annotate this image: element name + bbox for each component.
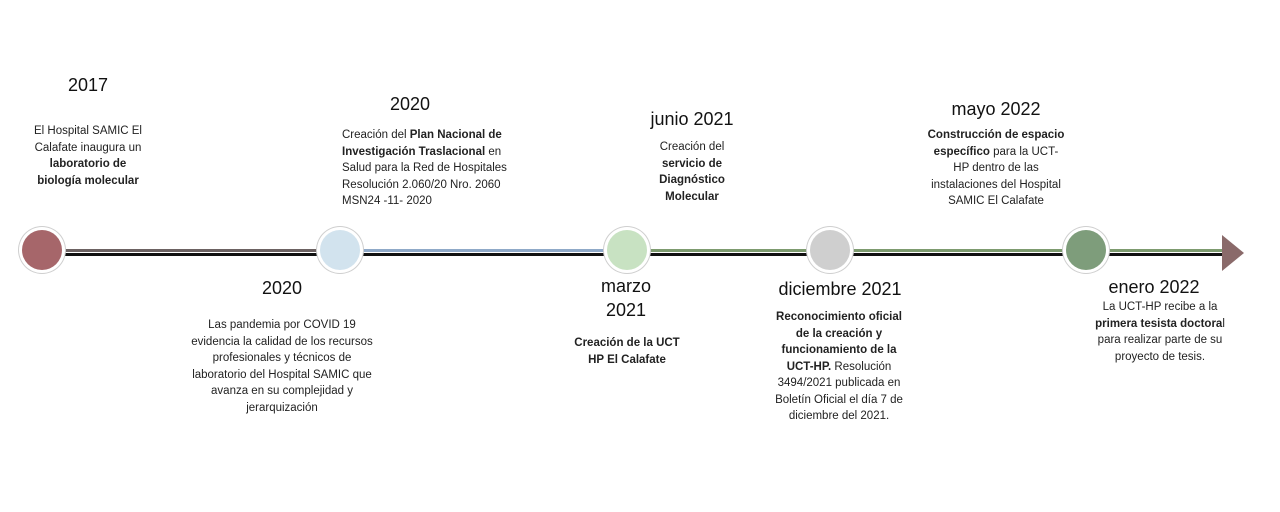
timeline-segment-1 [42,249,341,252]
event-diciembre-2021-year: diciembre 2021 [778,279,902,299]
timeline-segment-2 [341,249,627,252]
event-mayo-2022-description: Construcción de espacio específico para … [927,129,1065,207]
event-2020-plan-year: 2020 [389,94,431,114]
event-2020-covid-year: 2020 [261,278,303,298]
event-2017-year: 2017 [67,75,109,95]
event-enero-2022-description: La UCT-HP recibe a la primera tesista do… [1095,301,1225,363]
timeline-segment-3 [627,249,1227,252]
timeline-node-dic-2021 [810,230,850,270]
event-marzo-2021-description: Creación de la UCT HP El Calafate [574,337,680,366]
timeline-arrowhead [1222,235,1244,271]
timeline-node-2017 [22,230,62,270]
event-2020-plan-description: Creación del Plan Nacional de Investigac… [342,129,507,207]
timeline-node-2022 [1066,230,1106,270]
timeline-node-2021-mid [607,230,647,270]
event-diciembre-2021-description: Reconocimiento oficial de la creación y … [775,311,903,422]
event-mayo-2022-year: mayo 2022 [951,99,1041,119]
timeline-node-2020 [320,230,360,270]
event-marzo-2021-year: marzo 2021 [600,276,651,320]
event-junio-2021-description: Creación del servicio de Diagnóstico Mol… [659,141,725,203]
event-enero-2022-year: enero 2022 [1108,277,1200,297]
event-2017-description: El Hospital SAMIC El Calafate inaugura u… [33,125,142,187]
event-2020-covid-description: Las pandemia por COVID 19 evidencia la c… [191,319,373,414]
event-junio-2021-year: junio 2021 [650,109,734,129]
